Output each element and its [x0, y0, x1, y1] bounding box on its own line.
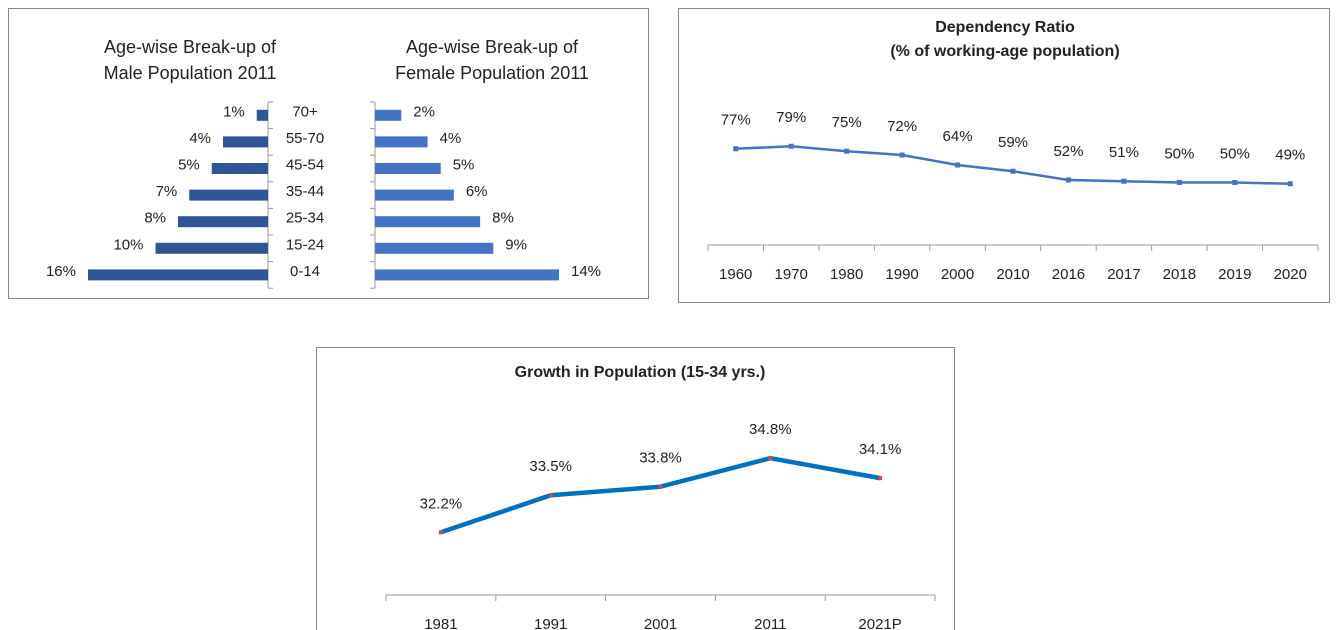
- value-label: 14%: [571, 263, 601, 280]
- marker: [1232, 180, 1238, 185]
- chart-title: Age-wise Break-up of: [104, 37, 277, 57]
- marker: [899, 152, 905, 158]
- value-label: 1%: [223, 103, 245, 120]
- value-label: 34.8%: [749, 421, 792, 438]
- value-label: 50%: [1164, 145, 1194, 162]
- value-label: 5%: [453, 156, 475, 173]
- value-label: 33.5%: [529, 458, 572, 475]
- x-tick-label: 2019: [1218, 266, 1251, 283]
- panel: [8, 8, 649, 299]
- x-tick-label: 1990: [885, 266, 918, 283]
- bar: [375, 163, 441, 174]
- category-label: 15-24: [286, 236, 324, 253]
- marker: [733, 146, 739, 152]
- value-label: 8%: [144, 210, 166, 227]
- marker: [438, 530, 443, 535]
- x-tick-label: 2016: [1052, 266, 1085, 283]
- value-label: 7%: [156, 183, 178, 200]
- marker: [548, 493, 553, 498]
- chart-title: Age-wise Break-up of: [406, 37, 579, 57]
- x-tick-label: 1981: [424, 616, 457, 630]
- x-tick-label: 2000: [941, 266, 974, 283]
- bar: [375, 109, 402, 121]
- marker: [955, 162, 961, 168]
- bar: [375, 242, 494, 254]
- value-label: 9%: [505, 236, 527, 253]
- category-label: 70+: [292, 103, 318, 120]
- value-label: 6%: [466, 183, 488, 200]
- chart-title: Dependency Ratio: [935, 19, 1075, 36]
- marker: [1176, 180, 1182, 185]
- bar: [155, 242, 268, 254]
- marker: [844, 148, 850, 154]
- x-tick-label: 1991: [534, 616, 567, 630]
- value-label: 49%: [1275, 147, 1305, 164]
- line: [735, 144, 1291, 185]
- value-label: 64%: [943, 128, 973, 145]
- panel: [316, 347, 955, 630]
- bar: [178, 216, 268, 228]
- bar: [375, 269, 559, 281]
- category-label: 35-44: [286, 183, 324, 200]
- x-tick-label: 1980: [830, 266, 863, 283]
- marker: [768, 456, 773, 461]
- x-tick-label: 2017: [1107, 266, 1140, 283]
- value-label: 50%: [1220, 145, 1250, 162]
- x-tick-label: 1970: [774, 266, 807, 283]
- value-label: 59%: [998, 134, 1028, 151]
- value-label: 16%: [46, 263, 76, 280]
- marker: [658, 484, 663, 489]
- x-tick-label: 2010: [996, 266, 1029, 283]
- value-label: 10%: [113, 236, 143, 253]
- chart-title: Female Population 2011: [395, 63, 589, 83]
- chart-title: Male Population 2011: [104, 63, 277, 83]
- x-tick-label: 2011: [754, 616, 786, 630]
- value-label: 8%: [492, 210, 514, 227]
- value-label: 72%: [887, 118, 917, 135]
- value-label: 4%: [440, 130, 462, 147]
- bar: [375, 216, 481, 228]
- x-tick-label: 2021P: [858, 616, 901, 630]
- category-label: 0-14: [290, 263, 320, 280]
- value-label: 34.1%: [859, 441, 902, 458]
- value-label: 77%: [721, 112, 751, 129]
- bar: [256, 109, 268, 121]
- bar: [223, 136, 268, 148]
- value-label: 4%: [189, 130, 211, 147]
- category-label: 55-70: [286, 130, 324, 147]
- bar: [189, 189, 268, 201]
- bar: [375, 189, 454, 201]
- marker: [1065, 177, 1071, 183]
- chart-title: Growth in Population (15-34 yrs.): [515, 364, 766, 381]
- x-tick-label: 2001: [644, 616, 677, 630]
- marker: [1121, 178, 1127, 184]
- line: [440, 455, 881, 535]
- value-label: 33.8%: [639, 450, 682, 467]
- value-label: 5%: [178, 156, 200, 173]
- category-label: 25-34: [286, 210, 324, 227]
- value-label: 75%: [832, 114, 862, 131]
- marker: [878, 476, 883, 481]
- x-tick-label: 2018: [1163, 266, 1196, 283]
- value-label: 79%: [776, 109, 806, 126]
- marker: [1010, 168, 1016, 174]
- category-label: 45-54: [286, 156, 324, 173]
- chart-title: (% of working-age population): [890, 43, 1119, 60]
- bar: [88, 269, 268, 281]
- bar: [211, 163, 268, 174]
- x-tick-label: 2020: [1274, 266, 1307, 283]
- value-label: 2%: [413, 103, 435, 120]
- bar: [375, 136, 428, 148]
- panel: [678, 8, 1330, 303]
- marker: [1287, 181, 1293, 187]
- x-tick-label: 1960: [719, 266, 752, 283]
- value-label: 32.2%: [420, 495, 463, 512]
- value-label: 51%: [1109, 144, 1139, 161]
- value-label: 52%: [1053, 143, 1083, 160]
- marker: [788, 143, 794, 149]
